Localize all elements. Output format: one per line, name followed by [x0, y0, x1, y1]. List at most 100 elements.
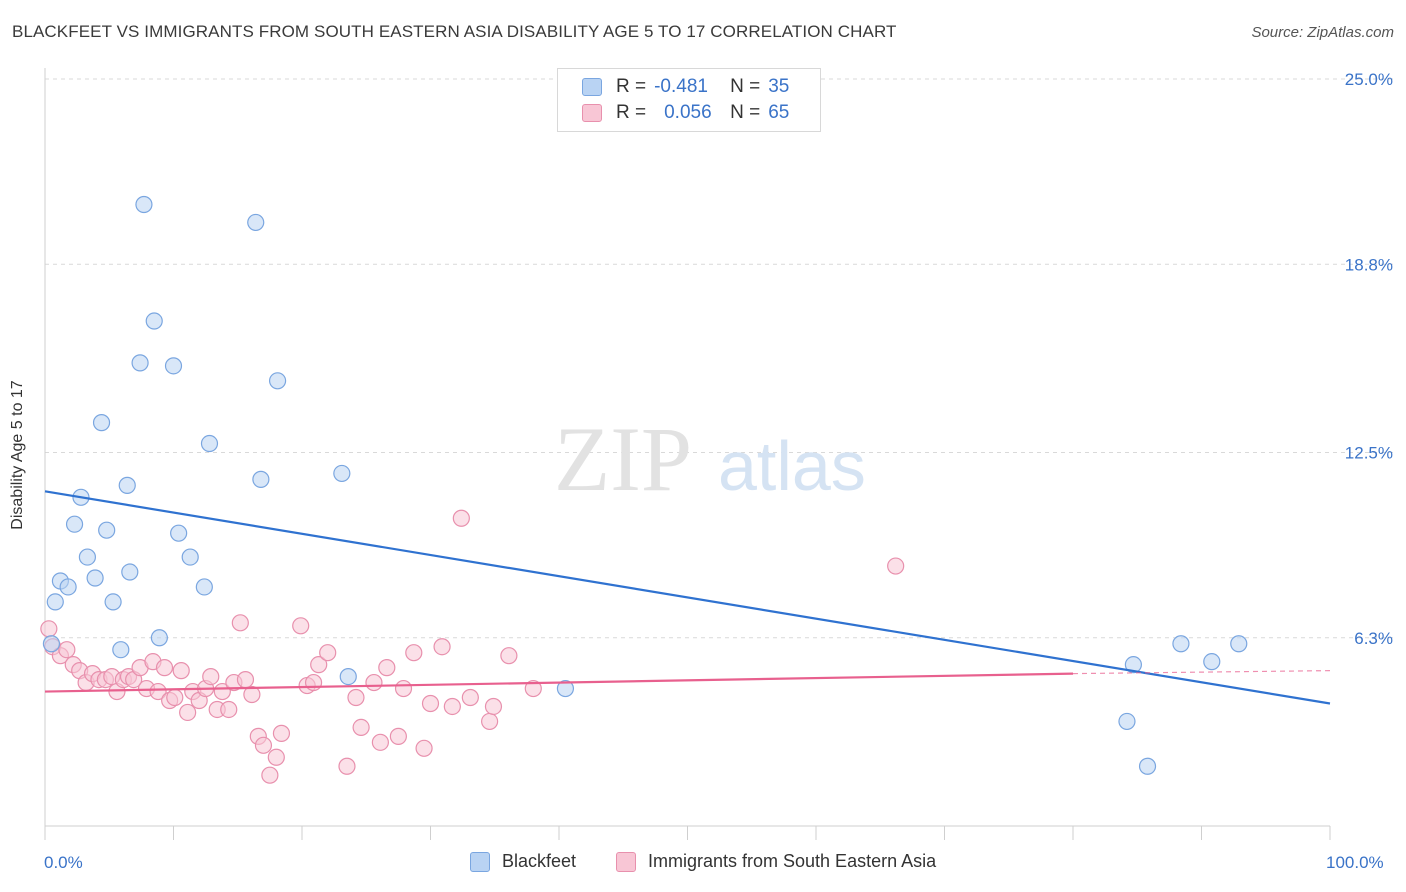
y-tick-label: 18.8% [1345, 255, 1393, 274]
immigrants-point [484, 697, 503, 716]
legend-n-label: N = [730, 102, 761, 123]
legend-r-value: 0.056 [664, 102, 712, 123]
immigrants-point [481, 712, 499, 731]
blackfeet-point [268, 372, 287, 390]
immigrants-point [394, 679, 413, 698]
immigrants-point [347, 688, 365, 707]
immigrants-point [261, 766, 279, 784]
y-tick-label: 25.0% [1345, 70, 1393, 89]
immigrants-trend-line [44, 672, 1074, 693]
zipatlas-watermark: ZIP atlas [554, 408, 866, 510]
legend-n-label: N = [730, 76, 761, 97]
immigrants-point [202, 667, 220, 686]
blackfeet-point [118, 476, 136, 494]
series-immigrants-points [40, 509, 905, 784]
legend-r-label: R = [616, 76, 647, 97]
immigrants-point [421, 694, 440, 713]
immigrants-point [365, 673, 383, 692]
immigrants-point [443, 697, 461, 716]
blackfeet-point [1138, 757, 1157, 775]
series-blackfeet-points [42, 195, 1248, 775]
immigrants-point [40, 620, 58, 638]
legend-n-value: 35 [768, 76, 790, 97]
blackfeet-trend-line [44, 490, 1331, 705]
blackfeet-point [339, 667, 357, 686]
immigrants-point [292, 617, 310, 635]
immigrants-point [405, 644, 423, 662]
y-tick-labels: 6.3% 12.5% 18.8% 25.0% [1345, 70, 1393, 648]
immigrants-point [179, 703, 197, 722]
watermark-atlas: atlas [718, 427, 866, 505]
source-label: Source: ZipAtlas.com [1251, 24, 1394, 41]
blackfeet-point [86, 569, 104, 587]
y-tick-label: 6.3% [1354, 629, 1393, 648]
blackfeet-point [170, 524, 188, 542]
y-tick-label: 12.5% [1345, 444, 1393, 463]
blackfeet-point [59, 578, 77, 596]
chart-title: BLACKFEET VS IMMIGRANTS FROM SOUTH EASTE… [12, 22, 897, 41]
blackfeet-point [98, 521, 116, 539]
legend-r-value: -0.481 [654, 76, 708, 97]
legend-item-immigrants: Immigrants from South Eastern Asia [616, 851, 936, 872]
immigrants-point [371, 733, 389, 751]
immigrants-point [415, 739, 433, 757]
blackfeet-point [92, 414, 111, 432]
watermark-zip: ZIP [554, 408, 692, 510]
blackfeet-point [150, 629, 168, 647]
immigrants-point [272, 724, 291, 742]
x-tick-label-max: 100.0% [1326, 853, 1384, 872]
blackfeet-point [164, 357, 183, 375]
immigrants-point [243, 685, 261, 704]
immigrants-point [155, 659, 174, 677]
blackfeet-point [112, 641, 130, 659]
blackfeet-point [1172, 635, 1190, 653]
blackfeet-point [42, 635, 61, 653]
blackfeet-point [121, 563, 139, 581]
blackfeet-point [135, 195, 153, 214]
trend-lines [44, 490, 1331, 705]
blackfeet-point [556, 679, 575, 698]
immigrants-point [500, 647, 518, 665]
immigrants-point [378, 659, 396, 677]
immigrants-point [433, 638, 451, 656]
immigrants-point [887, 557, 905, 575]
immigrants-point [231, 614, 249, 632]
blackfeet-point [200, 434, 219, 453]
blackfeet-point [131, 354, 149, 372]
blackfeet-point [46, 593, 64, 611]
immigrants-point [319, 644, 337, 662]
immigrants-point [461, 688, 479, 707]
series-legend: Blackfeet Immigrants from South Eastern … [0, 851, 1406, 877]
blackfeet-point [252, 470, 270, 488]
blackfeet-point [1230, 635, 1248, 653]
immigrants-point [304, 673, 323, 692]
immigrants-point [236, 670, 255, 689]
legend-swatch-blue [582, 78, 602, 96]
legend-row-blackfeet: R = -0.481 N = 35 [582, 75, 789, 99]
immigrants-point [524, 679, 542, 698]
grid-lines [45, 78, 1393, 639]
blackfeet-point [65, 515, 84, 533]
immigrants-point [352, 718, 370, 736]
x-tick-label-min: 0.0% [44, 853, 83, 872]
immigrants-point [58, 641, 76, 659]
immigrants-point [389, 727, 407, 745]
immigrants-point [267, 748, 285, 766]
legend-r-label: R = [616, 102, 647, 123]
legend-row-immigrants: R = 0.056 N = 65 [582, 101, 789, 125]
blackfeet-point [1124, 656, 1142, 674]
blackfeet-point [145, 312, 163, 330]
immigrants-point [172, 662, 190, 680]
blackfeet-point [247, 213, 265, 232]
immigrants-point [149, 682, 167, 701]
legend-n-value: 65 [768, 102, 790, 123]
immigrants-point [452, 509, 470, 527]
blackfeet-point [333, 464, 351, 483]
legend-item-blackfeet: Blackfeet [470, 851, 576, 872]
correlation-legend: R = -0.481 N = 35 R = 0.056 N = 65 [557, 68, 821, 132]
legend-swatch-immigrants [616, 851, 636, 872]
immigrants-point [310, 656, 328, 674]
legend-label-immigrants: Immigrants from South Eastern Asia [648, 851, 937, 871]
immigrants-point [220, 700, 238, 719]
